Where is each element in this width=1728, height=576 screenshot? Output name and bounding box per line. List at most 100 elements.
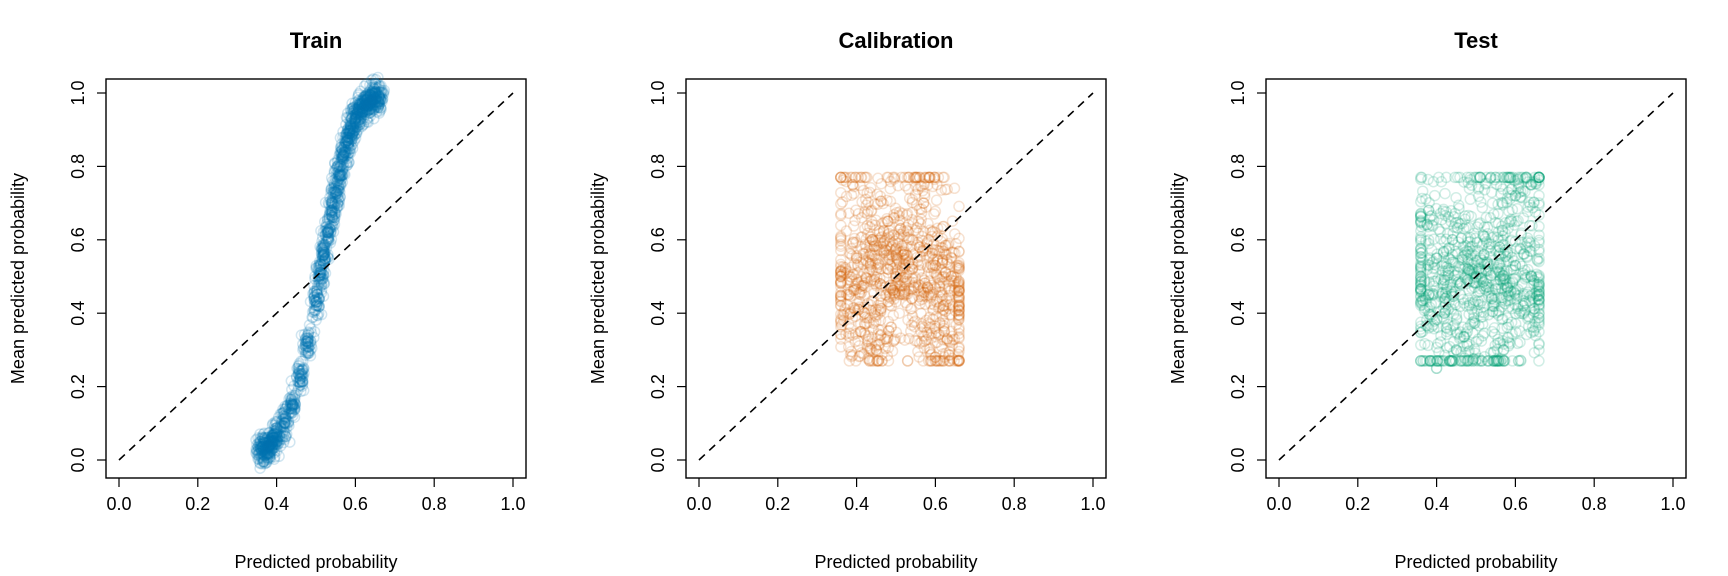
data-point: [364, 97, 377, 110]
data-point: [352, 105, 364, 117]
data-point: [314, 255, 326, 268]
x-tick-label: 0.0: [1266, 494, 1291, 514]
data-point: [254, 445, 267, 457]
data-point: [346, 116, 359, 129]
x-tick-label: 0.6: [1503, 494, 1528, 514]
data-point: [343, 138, 355, 150]
data-point: [342, 134, 354, 147]
data-point: [357, 106, 369, 119]
data-point: [268, 432, 280, 444]
data-point: [261, 441, 274, 453]
data-point: [340, 137, 352, 149]
data-point: [326, 182, 338, 194]
data-point: [284, 436, 296, 448]
data-point: [322, 233, 335, 245]
data-point: [342, 125, 354, 137]
data-point: [370, 85, 382, 97]
data-point: [350, 121, 363, 134]
data-point: [251, 449, 263, 461]
data-point: [321, 226, 334, 238]
data-point: [268, 428, 281, 440]
data-point: [848, 257, 861, 270]
data-point: [324, 191, 336, 204]
data-point: [373, 107, 385, 119]
data-point: [258, 433, 270, 446]
data-point: [317, 242, 329, 254]
data-point: [850, 252, 863, 264]
data-point: [337, 149, 350, 162]
data-point: [341, 124, 354, 136]
data-point: [363, 99, 376, 112]
data-point: [299, 332, 312, 344]
data-point: [256, 430, 268, 443]
data-point: [860, 241, 872, 254]
data-point: [835, 265, 847, 277]
data-point: [356, 98, 368, 110]
data-point: [335, 142, 348, 155]
data-point: [310, 293, 322, 306]
data-point: [264, 451, 276, 463]
data-point: [267, 417, 279, 430]
data-point: [332, 189, 344, 202]
data-point: [335, 147, 348, 159]
data-point: [373, 86, 386, 99]
data-point: [837, 261, 849, 273]
data-point: [848, 284, 860, 296]
data-point: [314, 266, 326, 278]
data-point: [252, 449, 265, 461]
data-point: [333, 172, 345, 184]
data-point: [316, 241, 328, 254]
data-point: [843, 327, 855, 339]
data-point: [850, 273, 863, 286]
data-point: [857, 254, 869, 266]
data-point: [893, 307, 906, 319]
x-tick-label: 1.0: [1660, 494, 1685, 514]
data-point: [325, 186, 337, 199]
data-point: [327, 186, 339, 198]
data-point: [312, 299, 324, 312]
data-point: [342, 131, 354, 144]
data-point: [856, 243, 868, 255]
data-point: [266, 419, 279, 431]
data-point: [353, 105, 366, 118]
data-point: [268, 441, 281, 454]
data-point: [308, 299, 321, 311]
data-point: [284, 406, 296, 419]
data-point: [375, 93, 387, 105]
data-point: [342, 136, 355, 149]
data-point: [283, 403, 296, 415]
data-point: [861, 340, 873, 352]
data-point: [334, 191, 347, 203]
data-point: [286, 401, 298, 414]
data-point: [314, 269, 327, 281]
data-point: [346, 128, 359, 141]
data-point: [286, 400, 298, 413]
data-point: [864, 258, 876, 271]
data-point: [338, 157, 350, 169]
data-point: [317, 290, 330, 303]
data-point: [278, 426, 291, 439]
data-point: [341, 134, 354, 147]
data-point: [333, 167, 346, 180]
data-point: [334, 170, 347, 182]
data-point: [278, 421, 291, 433]
data-point: [308, 295, 321, 307]
data-point: [329, 173, 341, 185]
data-point: [273, 450, 285, 463]
data-point: [262, 442, 274, 454]
data-point: [259, 431, 271, 444]
data-point: [315, 284, 328, 296]
data-point: [848, 232, 861, 245]
data-point: [280, 417, 293, 430]
scatter-series: [250, 71, 391, 474]
data-point: [334, 167, 346, 180]
data-point: [369, 84, 381, 97]
data-point: [356, 105, 369, 118]
data-point: [252, 441, 264, 453]
data-point: [257, 435, 270, 448]
data-point: [269, 431, 282, 444]
data-point: [271, 429, 284, 442]
data-point: [349, 112, 362, 125]
data-point: [342, 152, 354, 164]
data-point: [268, 435, 281, 447]
